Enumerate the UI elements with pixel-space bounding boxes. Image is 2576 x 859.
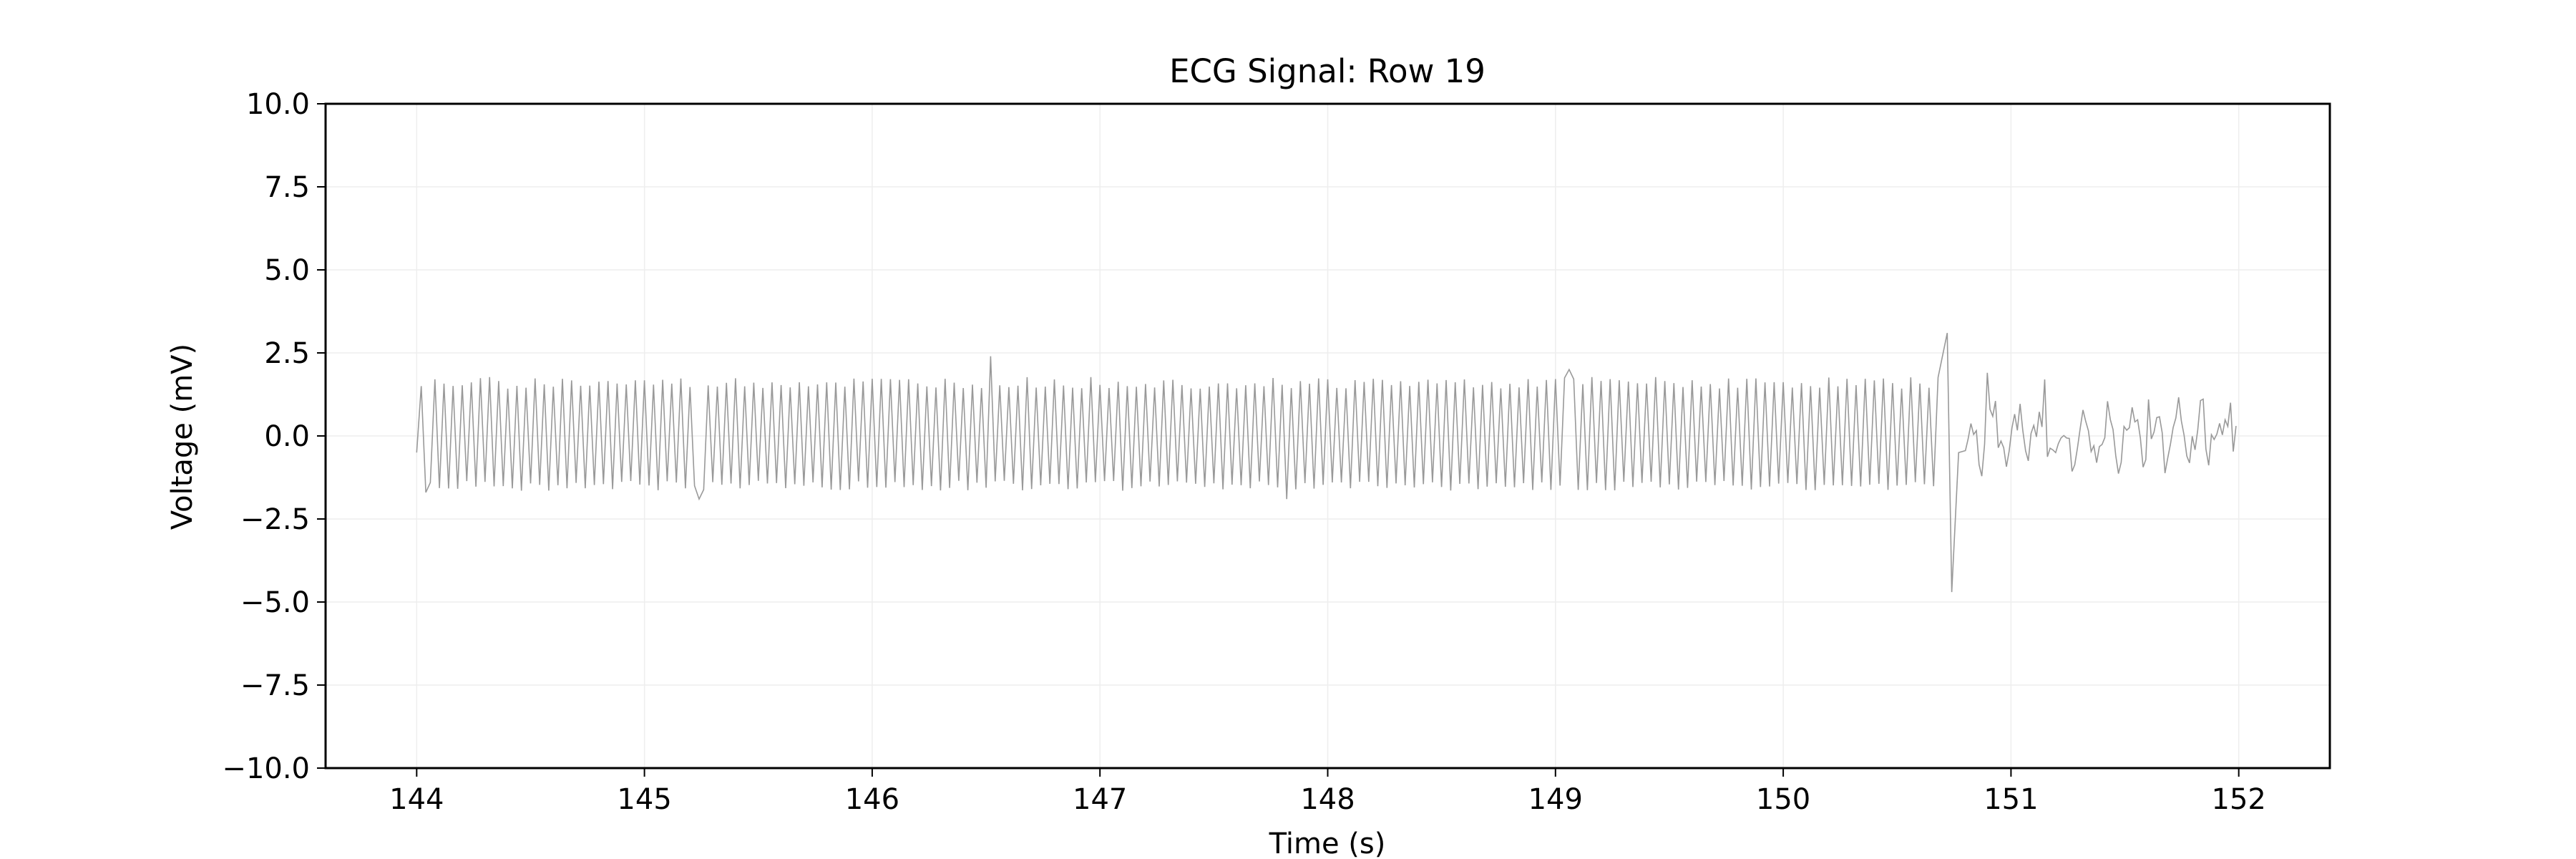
y-axis-label: Voltage (mV) [166,344,199,530]
chart-title: ECG Signal: Row 19 [1169,52,1485,90]
y-tick-label: −10.0 [222,752,310,785]
x-tick-label: 145 [617,783,671,816]
y-axis: −10.0 −7.5 −5.0 −2.5 0.0 2.5 5.0 7.5 10.0 [222,88,326,785]
x-axis: 144 145 146 147 148 149 150 151 152 [389,768,2266,816]
plot-area [416,333,2237,593]
x-tick-label: 147 [1073,783,1127,816]
x-tick-label: 151 [1984,783,2038,816]
y-tick-label: 7.5 [264,171,310,204]
y-tick-label: 2.5 [264,337,310,370]
y-tick-label: −5.0 [240,586,310,619]
x-tick-label: 146 [845,783,899,816]
y-tick-label: 0.0 [264,420,310,453]
x-axis-label: Time (s) [1269,828,1386,859]
ecg-signal-line [416,333,2237,593]
y-tick-label: 5.0 [264,254,310,287]
x-tick-label: 152 [2212,783,2266,816]
y-tick-label: −2.5 [240,503,310,536]
x-tick-label: 150 [1756,783,1810,816]
y-tick-label: 10.0 [246,88,310,121]
x-tick-label: 144 [389,783,444,816]
x-tick-label: 148 [1300,783,1355,816]
y-tick-label: −7.5 [240,669,310,702]
x-tick-label: 149 [1528,783,1583,816]
